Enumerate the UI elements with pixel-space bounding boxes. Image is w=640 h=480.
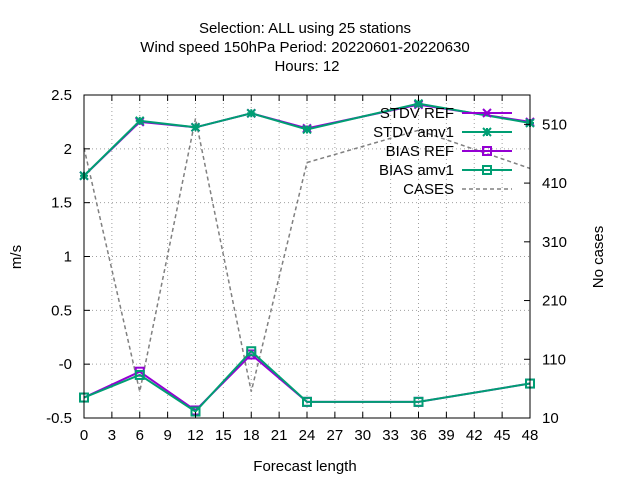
- x-tick-label: 33: [382, 427, 399, 444]
- legend-label: CASES: [403, 181, 454, 198]
- x-tick-label: 0: [80, 427, 88, 444]
- y-tick-label: -0: [59, 356, 72, 373]
- legend-marker: [482, 127, 492, 137]
- y-tick-label: 1.5: [51, 195, 72, 212]
- y-tick-label: -0.5: [46, 410, 72, 427]
- y-axis-label: m/s: [8, 245, 25, 269]
- chart-title: Selection: ALL using 25 stations Wind sp…: [140, 20, 469, 75]
- y2-tick-label: 110: [542, 351, 566, 368]
- x-tick-label: 48: [522, 427, 539, 444]
- legend-marker: [482, 165, 492, 175]
- series-cases: [83, 118, 531, 392]
- title-line-2: Wind speed 150hPa Period: 20220601-20220…: [140, 39, 469, 56]
- legend-item-cases: CASES: [403, 181, 512, 198]
- legend-label: STDV REF: [380, 105, 454, 122]
- x-tick-label: 24: [299, 427, 316, 444]
- x-tick-label: 27: [327, 427, 344, 444]
- x-tick-label: 21: [271, 427, 288, 444]
- legend-item-stdv-ref: STDV REF: [380, 105, 512, 122]
- y2-tick-label: 10: [542, 410, 559, 427]
- grid: [84, 95, 530, 418]
- data-point-stdv-amv1: [246, 108, 256, 119]
- legend-marker: [482, 146, 492, 156]
- x-tick-label: 45: [494, 427, 511, 444]
- data-point-stdv-amv1: [413, 98, 424, 109]
- series-line-cases: [83, 118, 531, 392]
- series-bias-amv1: [79, 346, 535, 417]
- data-point-stdv-amv1: [135, 116, 145, 126]
- data-point-bias-amv1: [134, 369, 145, 380]
- x-tick-label: 36: [410, 427, 427, 444]
- x-tick-label: 9: [163, 427, 171, 444]
- data-point-bias-amv1: [413, 396, 424, 407]
- legend-label: STDV amv1: [373, 124, 454, 141]
- x-tick-label: 39: [438, 427, 455, 444]
- x-tick-label: 30: [354, 427, 371, 444]
- title-line-3: Hours: 12: [274, 58, 339, 75]
- series-layer: [79, 98, 535, 417]
- data-point-stdv-amv1: [302, 124, 312, 135]
- legend: STDV REF STDV amv1 BIAS REF BIAS amv1 CASES: [373, 105, 512, 198]
- legend-item-bias-ref: BIAS REF: [386, 143, 512, 160]
- y2-tick-label: 210: [542, 293, 567, 310]
- x-tick-label: 42: [466, 427, 483, 444]
- legend-label: BIAS REF: [386, 143, 454, 160]
- y2-tick-label: 410: [542, 175, 567, 192]
- data-point-bias-amv1: [302, 396, 312, 407]
- y-tick-label: 0.5: [51, 302, 72, 319]
- data-point-stdv-amv1: [190, 122, 201, 133]
- y-tick-label: 2: [64, 141, 72, 158]
- x-tick-label: 12: [187, 427, 204, 444]
- x-tick-label: 6: [136, 427, 144, 444]
- y-tick-label: 2.5: [51, 87, 72, 104]
- data-point-bias-amv1: [246, 346, 257, 357]
- title-line-1: Selection: ALL using 25 stations: [199, 20, 411, 37]
- x-tick-label: 18: [243, 427, 260, 444]
- legend-label: BIAS amv1: [379, 162, 454, 179]
- legend-item-stdv-amv1: STDV amv1: [373, 124, 512, 141]
- y2-axis-label: No cases: [590, 226, 607, 289]
- x-axis-label: Forecast length: [253, 458, 356, 475]
- y2-tick-label: 310: [542, 234, 567, 251]
- legend-item-bias-amv1: BIAS amv1: [379, 162, 512, 179]
- y2-tick-label: 510: [542, 116, 567, 133]
- x-tick-label: 15: [215, 427, 232, 444]
- y-tick-label: 1: [64, 249, 72, 266]
- x-tick-label: 3: [108, 427, 116, 444]
- axis-ticks: 0 3 6 9 12 15 18 21 24 27 30 33 36 39 42 45 48-0.5-00.51…: [46, 87, 567, 444]
- series-line-bias-amv1: [83, 349, 531, 413]
- legend-marker: [482, 108, 492, 118]
